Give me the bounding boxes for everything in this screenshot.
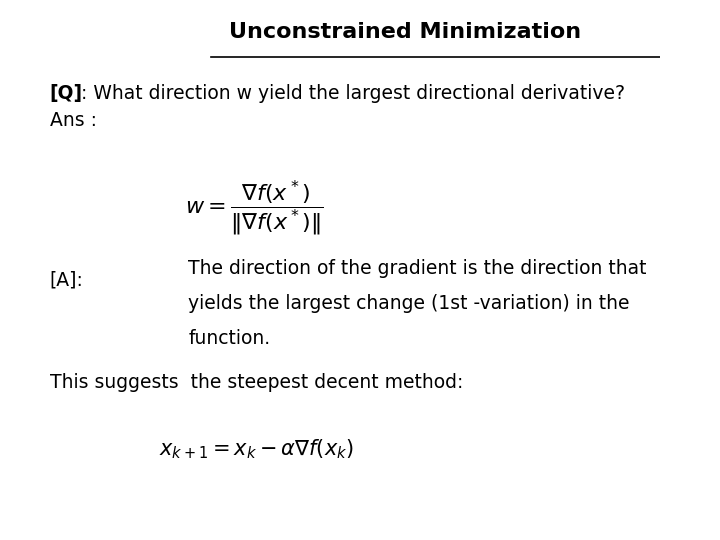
Text: This suggests  the steepest decent method:: This suggests the steepest decent method…	[50, 373, 463, 392]
Text: [Q]: [Q]	[50, 84, 83, 103]
Text: Ans :: Ans :	[50, 111, 96, 130]
Text: $x_{k+1} = x_k - \alpha \nabla f\left(x_k\right)$: $x_{k+1} = x_k - \alpha \nabla f\left(x_…	[158, 437, 354, 461]
Text: $w = \dfrac{\nabla f(x^*)}{\| \nabla f(x^*) \|}$: $w = \dfrac{\nabla f(x^*)}{\| \nabla f(x…	[185, 178, 323, 238]
Text: Unconstrained Minimization: Unconstrained Minimization	[229, 22, 581, 42]
Text: function.: function.	[188, 329, 270, 348]
Text: : What direction w yield the largest directional derivative?: : What direction w yield the largest dir…	[75, 84, 625, 103]
Text: [A]:: [A]:	[50, 270, 84, 289]
Text: The direction of the gradient is the direction that: The direction of the gradient is the dir…	[188, 259, 647, 278]
Text: yields the largest change (1st -variation) in the: yields the largest change (1st -variatio…	[188, 294, 630, 313]
